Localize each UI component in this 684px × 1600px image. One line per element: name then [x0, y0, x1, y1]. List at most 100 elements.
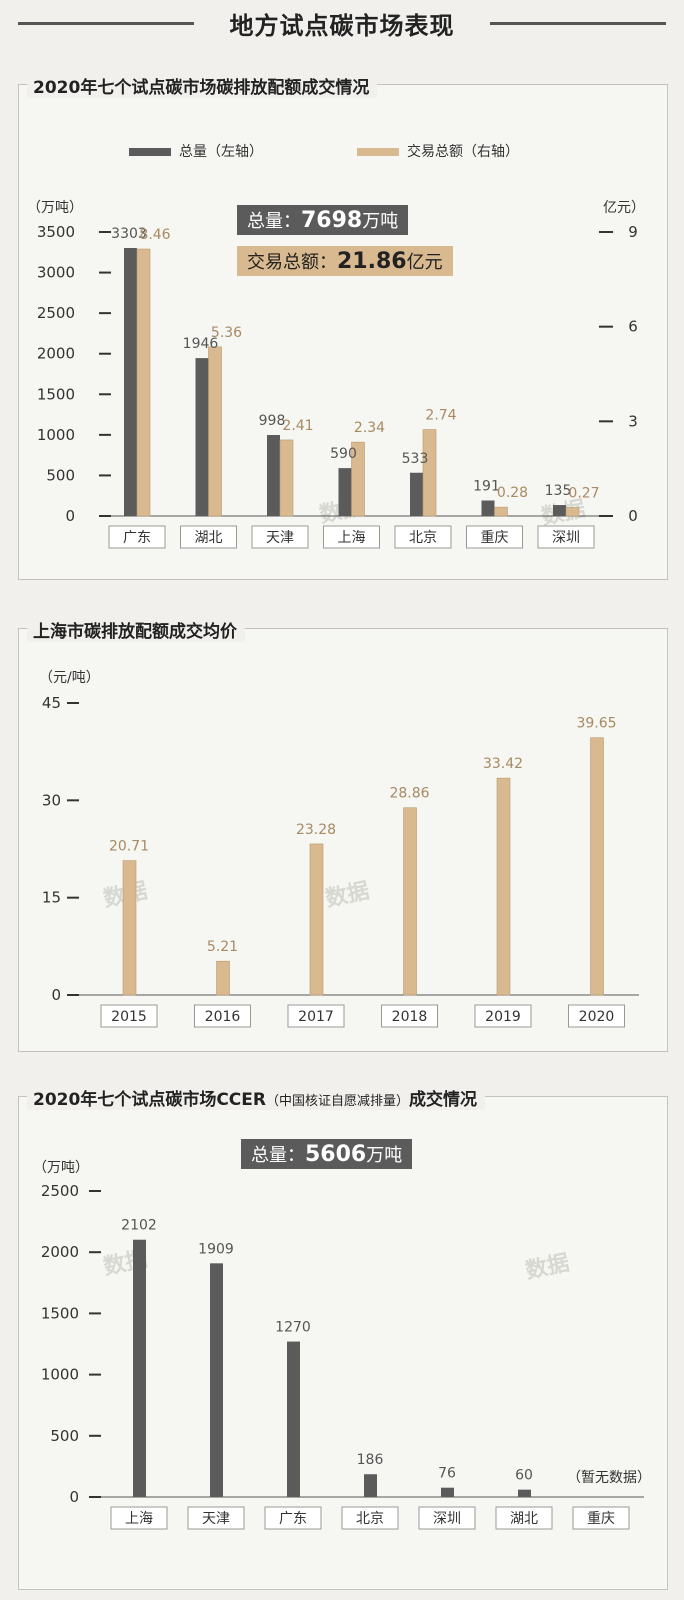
data-label-ccer: 186 [357, 1452, 384, 1468]
y-right-tick-label: 3 [628, 412, 638, 430]
panel-title-ccer-end: 成交情况 [409, 1090, 477, 1110]
chart-quota-trading: 0 500 1000 1500 2000 2500 3000 3500 0 3 6 9 33038.46… [37, 223, 638, 549]
y-right-tick-label: 0 [628, 507, 638, 525]
chart1-category-box [108, 525, 166, 549]
bar-total [338, 468, 352, 516]
data-label-amount: 5.36 [211, 325, 242, 341]
y-tick-label: 1500 [41, 1304, 79, 1322]
data-label-amount: 2.74 [425, 408, 456, 424]
chart3-category-box [341, 1506, 399, 1530]
chart1-category-label: 天津 [266, 530, 294, 546]
legend-total-label: 总量（左轴） [179, 144, 263, 160]
y-left-unit: （万吨） [27, 200, 83, 216]
badge-total-prefix: 总量： [247, 211, 301, 232]
badge-amount-prefix: 交易总额： [247, 252, 337, 273]
y-tick-label: 15 [42, 889, 61, 907]
y-left-tick-label: 3500 [37, 223, 75, 241]
chart2-category-box [287, 1004, 345, 1028]
y-unit-price: （元/吨） [39, 670, 100, 686]
legend-total: 总量（左轴） [129, 141, 263, 161]
chart3-category-box [418, 1506, 476, 1530]
data-label-amount: 2.41 [282, 418, 313, 434]
chart1-category-label: 湖北 [195, 530, 223, 546]
data-label-total: 1946 [183, 336, 219, 352]
data-label-price: 23.28 [296, 822, 336, 838]
y-left-tick-label: 0 [65, 507, 75, 525]
bar-ccer [287, 1341, 300, 1497]
chart1-category-box [394, 525, 452, 549]
bar-ccer [133, 1239, 146, 1497]
chart3-category-box [572, 1506, 630, 1530]
data-label-amount: 8.46 [139, 227, 170, 243]
bar-amount [565, 507, 580, 517]
no-data-note: （暂无数据） [567, 1470, 651, 1486]
chart1-category-label: 深圳 [552, 530, 580, 546]
panel-quota-trading: 2020年七个试点碳市场碳排放配额成交情况 总量（左轴） 交易总额（右轴） （万… [18, 73, 668, 580]
bar-total [124, 247, 137, 516]
y-tick-label: 2500 [41, 1182, 79, 1200]
data-label-total: 533 [402, 451, 429, 467]
chart3-category-label: 北京 [356, 1511, 384, 1527]
data-label-ccer: 1909 [198, 1241, 234, 1257]
data-label-amount: 0.27 [568, 485, 599, 501]
chart1-category-label: 北京 [409, 530, 437, 546]
data-label-price: 20.71 [109, 839, 149, 855]
chart3-category-box [495, 1506, 553, 1530]
chart2-category-box [381, 1004, 438, 1028]
page-header: 地方试点碳市场表现 [0, 0, 684, 46]
data-label-ccer: 1270 [275, 1320, 311, 1336]
data-label-price: 39.65 [576, 716, 616, 732]
y-tick-label: 0 [51, 986, 61, 1004]
bar-amount [208, 346, 222, 517]
chart1-category-box [251, 525, 309, 549]
bar-ccer [364, 1474, 377, 1497]
panel-title-price: 上海市碳排放配额成交均价 [27, 617, 245, 642]
chart2-category-box [100, 1004, 158, 1028]
bar-ccer [518, 1489, 531, 1497]
badge-total-unit: 万吨 [362, 211, 399, 232]
bar-total [267, 435, 280, 516]
panel-ccer: 2020年七个试点碳市场CCER（中国核证自愿减排量）成交情况 （万吨） 总量：… [18, 1085, 668, 1590]
bar-amount [279, 439, 294, 517]
chart1-category-box [323, 525, 380, 549]
chart3-category-box [264, 1506, 322, 1530]
bar-amount [351, 441, 365, 517]
y-tick-label: 2000 [41, 1243, 79, 1261]
chart1-category-box [180, 525, 237, 549]
y-right-tick-label: 6 [628, 318, 638, 336]
bar-total [195, 358, 209, 516]
y-left-tick-label: 3000 [37, 264, 75, 282]
badge-ccer-prefix: 总量： [251, 1145, 305, 1166]
data-label-price: 28.86 [389, 786, 429, 802]
chart3-category-label: 天津 [202, 1511, 230, 1527]
y-right-unit: 亿元） [603, 200, 645, 216]
chart2-category-label: 2020 [579, 1009, 615, 1025]
y-left-tick-label: 2500 [37, 304, 75, 322]
bar-price [496, 777, 511, 996]
bar-price [216, 960, 230, 996]
legend-swatch-dark [129, 148, 171, 156]
chart1-category-label: 上海 [338, 530, 366, 546]
bar-total [553, 505, 566, 516]
bar-total [481, 500, 495, 516]
chart-shanghai-price: 0 15 30 45 20.71 5.21 23.28 28.86 33.42 39.65 2015… [42, 694, 639, 1028]
y-tick-label: 45 [42, 694, 61, 712]
y-left-tick-label: 1500 [37, 385, 75, 403]
badge-ccer-total: 总量：5606万吨 [241, 1139, 413, 1169]
data-label-total: 998 [259, 413, 286, 429]
chart2-category-label: 2018 [392, 1009, 428, 1025]
panel-title-ccer-main: 2020年七个试点碳市场CCER [33, 1090, 266, 1110]
badge-amount: 交易总额：21.86亿元 [237, 246, 453, 276]
chart2-category-box [474, 1004, 532, 1028]
bar-amount [136, 248, 151, 517]
bar-price [122, 860, 137, 996]
y-tick-label: 30 [42, 791, 61, 809]
data-label-amount: 0.28 [497, 485, 528, 501]
header-rule-left [18, 22, 194, 25]
legend-amount-label: 交易总额（右轴） [407, 144, 519, 160]
data-label-price: 5.21 [207, 939, 238, 955]
page-title: 地方试点碳市场表现 [229, 12, 455, 40]
panel-title-ccer: 2020年七个试点碳市场CCER（中国核证自愿减排量）成交情况 [27, 1085, 485, 1110]
chart1-category-label: 广东 [123, 530, 151, 546]
bar-price [590, 737, 604, 996]
